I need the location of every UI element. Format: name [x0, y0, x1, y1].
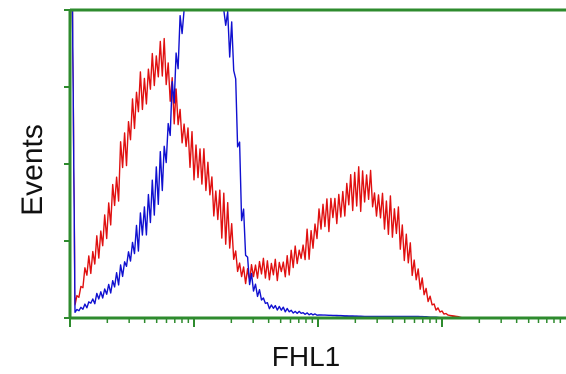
- axes-layer: [64, 8, 566, 327]
- series-layer: [71, 9, 565, 319]
- y-axis-title: Events: [16, 124, 49, 216]
- series-line-2: [71, 9, 565, 319]
- series-line-1: [71, 9, 565, 319]
- x-axis-title: FHL1: [272, 341, 340, 372]
